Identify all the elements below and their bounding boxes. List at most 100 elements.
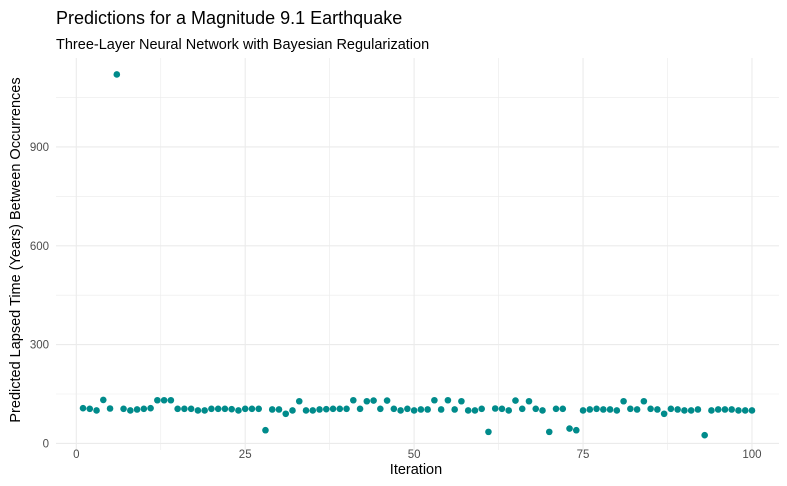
data-point xyxy=(708,407,715,414)
data-point xyxy=(329,405,337,413)
data-point xyxy=(79,404,87,412)
data-point xyxy=(241,405,249,413)
data-point xyxy=(309,407,317,414)
data-point xyxy=(160,396,168,404)
data-point xyxy=(552,405,560,413)
data-point xyxy=(572,426,580,434)
data-point xyxy=(600,406,607,413)
data-point xyxy=(512,397,519,404)
data-point xyxy=(201,407,208,414)
data-point xyxy=(147,404,154,412)
data-point xyxy=(633,406,641,413)
data-point xyxy=(93,407,100,414)
data-point xyxy=(181,405,188,413)
y-tick-label: 900 xyxy=(30,142,49,154)
data-point xyxy=(363,397,371,405)
data-point xyxy=(86,405,94,413)
data-point xyxy=(674,406,681,413)
data-point xyxy=(532,405,540,413)
data-point xyxy=(397,407,404,414)
data-point xyxy=(660,410,668,418)
data-point xyxy=(694,406,702,413)
data-point xyxy=(133,406,141,413)
data-point xyxy=(194,407,202,414)
x-axis-title: Iteration xyxy=(390,462,442,478)
data-point xyxy=(350,396,357,404)
data-point xyxy=(214,405,222,413)
data-point xyxy=(586,406,594,413)
data-point xyxy=(174,405,181,413)
data-point xyxy=(302,407,310,414)
y-tick-label: 600 xyxy=(30,241,49,253)
data-point xyxy=(120,405,127,413)
data-point xyxy=(255,405,263,413)
data-point xyxy=(404,405,411,413)
chart-subtitle: Three-Layer Neural Network with Bayesian… xyxy=(56,37,430,53)
x-tick-label: 50 xyxy=(408,449,421,461)
data-point xyxy=(424,406,431,413)
data-point xyxy=(491,405,499,412)
x-tick-label: 0 xyxy=(73,449,79,461)
data-point xyxy=(505,407,513,414)
data-point xyxy=(295,397,303,405)
data-point xyxy=(377,405,384,413)
data-point xyxy=(322,405,330,413)
data-point xyxy=(268,406,276,413)
data-point xyxy=(566,425,573,432)
data-point xyxy=(167,396,175,404)
data-point xyxy=(390,405,398,413)
data-point xyxy=(127,407,134,414)
data-point xyxy=(640,397,648,405)
data-point xyxy=(748,407,756,414)
data-point xyxy=(714,406,722,413)
axis-tick-labels: 0 25 50 75 100 0 300 600 900 xyxy=(30,142,762,461)
data-point xyxy=(383,397,391,404)
data-point xyxy=(471,407,479,414)
data-point xyxy=(262,426,269,434)
data-point xyxy=(728,406,736,413)
data-point xyxy=(113,71,121,78)
x-tick-label: 75 xyxy=(577,449,590,461)
data-point xyxy=(654,406,661,413)
data-point xyxy=(282,410,290,418)
data-point xyxy=(620,397,627,405)
data-point xyxy=(498,405,506,413)
data-point xyxy=(741,407,749,414)
data-point xyxy=(478,405,485,413)
data-point xyxy=(451,406,458,413)
data-point xyxy=(228,405,235,413)
data-point xyxy=(410,407,418,414)
data-point xyxy=(539,407,546,414)
data-points xyxy=(79,71,756,439)
data-point xyxy=(343,405,350,413)
data-point xyxy=(721,406,729,413)
data-point xyxy=(464,407,472,414)
data-point xyxy=(221,405,229,413)
data-point xyxy=(735,407,742,414)
y-axis-title: Predicted Lapsed Time (Years) Between Oc… xyxy=(8,77,24,422)
data-point xyxy=(667,405,675,413)
data-point xyxy=(613,407,621,414)
data-point xyxy=(208,405,215,413)
data-point xyxy=(154,396,161,404)
data-point xyxy=(687,407,695,414)
data-point xyxy=(336,405,344,413)
data-point xyxy=(431,396,438,404)
chart-title: Predictions for a Magnitude 9.1 Earthqua… xyxy=(56,8,403,28)
x-tick-label: 100 xyxy=(742,449,761,461)
data-point xyxy=(485,428,492,436)
data-point xyxy=(681,407,688,414)
data-point xyxy=(187,405,195,413)
data-point xyxy=(444,396,452,404)
data-point xyxy=(356,405,364,413)
data-point xyxy=(579,407,587,414)
data-point xyxy=(593,405,600,413)
data-point xyxy=(370,397,377,404)
data-point xyxy=(458,397,465,405)
data-point xyxy=(518,405,526,413)
grid-lines xyxy=(56,58,779,450)
data-point xyxy=(275,406,283,413)
data-point xyxy=(106,405,114,412)
data-point xyxy=(606,406,614,413)
